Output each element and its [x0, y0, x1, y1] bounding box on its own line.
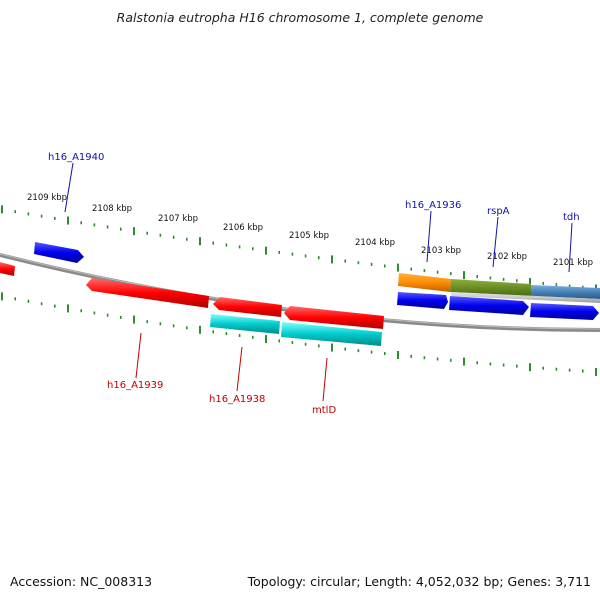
gene-reverse-red-mtlD[interactable]	[284, 306, 384, 329]
gene-forward-blue-3[interactable]	[530, 303, 599, 320]
scale-label-2106: 2106 kbp	[223, 223, 263, 233]
gene-label-rspA[interactable]: rspA	[487, 206, 510, 217]
accession-text: Accession: NC_008313	[10, 574, 153, 589]
gene-reverse-red-2[interactable]	[213, 297, 282, 317]
gene-label-h16_A1936[interactable]: h16_A1936	[405, 200, 461, 211]
gene-label-h16_A1938[interactable]: h16_A1938	[209, 394, 265, 405]
inner-tick-ring	[1, 292, 597, 376]
scale-label-2102: 2102 kbp	[487, 252, 527, 262]
connector-h16_A1936	[426, 210, 432, 263]
gene-label-mtlD[interactable]: mtlD	[312, 405, 336, 416]
gene-reverse-red-h16_A1939[interactable]	[86, 278, 209, 308]
scale-label-2103: 2103 kbp	[421, 246, 461, 256]
connector-mtlD	[322, 357, 328, 402]
map-title: Ralstonia eutropha H16 chromosome 1, com…	[116, 10, 484, 25]
outer-tick-ring	[1, 205, 597, 293]
scale-label-2109: 2109 kbp	[27, 193, 67, 203]
gene-forward-grey-band	[451, 292, 600, 303]
gene-forward-blue-2[interactable]	[449, 296, 529, 315]
scale-label-2104: 2104 kbp	[355, 238, 395, 248]
connector-h16_A1938	[236, 346, 243, 392]
connector-rspA	[492, 216, 499, 268]
gene-label-tdh[interactable]: tdh	[563, 212, 580, 223]
gene-label-h16_A1940[interactable]: h16_A1940	[48, 152, 104, 163]
gene-reverse-cyan-h16_A1938[interactable]	[210, 314, 280, 334]
scale-label-2105: 2105 kbp	[289, 231, 329, 241]
gene-forward-blue-1[interactable]	[397, 292, 448, 309]
scale-label-2101: 2101 kbp	[553, 258, 593, 268]
topology-text: Topology: circular; Length: 4,052,032 bp…	[247, 574, 591, 589]
gene-reverse-cyan-2[interactable]	[281, 322, 382, 346]
scale-label-2108: 2108 kbp	[92, 204, 132, 214]
gene-forward-blue-h16_A1940[interactable]	[34, 242, 84, 263]
gene-reverse-red-edge[interactable]	[0, 262, 15, 276]
scale-label-2107: 2107 kbp	[158, 214, 198, 224]
gene-forward-orange-h16_A1936[interactable]	[398, 273, 451, 292]
connector-h16_A1940	[64, 162, 74, 213]
connector-tdh	[568, 222, 573, 273]
gene-forward-green-rspA[interactable]	[450, 279, 531, 296]
gene-forward-steel-tdh[interactable]	[531, 285, 600, 299]
connector-h16_A1939	[135, 332, 142, 379]
gene-label-h16_A1939[interactable]: h16_A1939	[107, 380, 163, 391]
